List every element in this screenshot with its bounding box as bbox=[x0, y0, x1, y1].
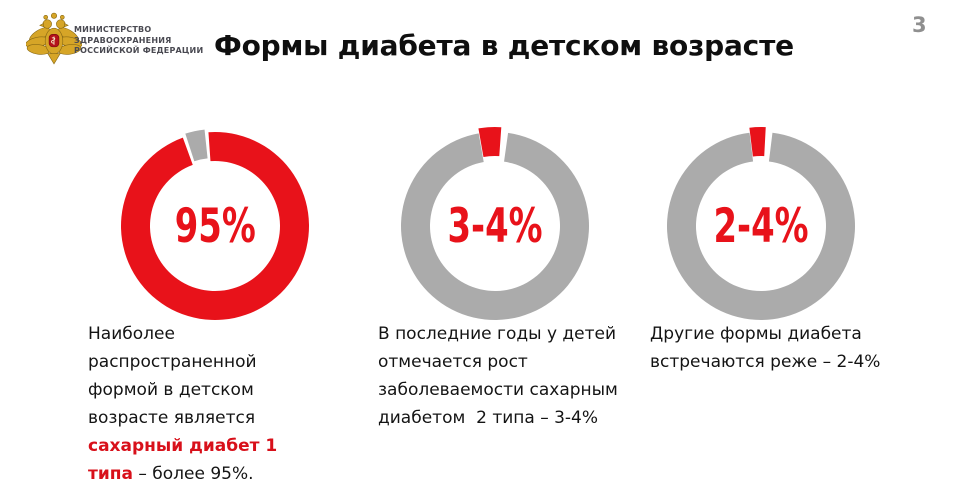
donut-segment bbox=[478, 127, 502, 157]
donut-segment bbox=[667, 132, 855, 320]
donut-chart-type2-diabetes bbox=[401, 127, 589, 320]
page-title: Формы диабета в детском возрасте bbox=[214, 29, 794, 62]
ministry-emblem-eagle-icon bbox=[26, 12, 82, 65]
donut-chart-type1-diabetes bbox=[120, 129, 310, 320]
caption-type2-diabetes: В последние годы у детей отмечается рост… bbox=[378, 320, 618, 432]
donut-segment bbox=[401, 132, 589, 320]
body-text: В последние годы у детей отмечается рост… bbox=[378, 324, 618, 428]
ministry-line: МИНИСТЕРСТВО bbox=[74, 25, 152, 34]
body-text: Наиболее распространенной формой в детск… bbox=[88, 324, 257, 428]
highlight-text: сахарный диабет 1 типа bbox=[88, 436, 278, 484]
donut-chart-other-diabetes bbox=[667, 127, 855, 320]
donut-segment bbox=[120, 132, 310, 320]
body-text: Другие формы диабета встречаются реже – … bbox=[650, 324, 881, 372]
caption-other-diabetes: Другие формы диабета встречаются реже – … bbox=[650, 320, 912, 376]
ministry-line: ЗДРАВООХРАНЕНИЯ bbox=[74, 35, 172, 45]
ministry-name: МИНИСТЕРСТВО ЗДРАВООХРАНЕНИЯ РОССИЙСКОЙ … bbox=[74, 25, 203, 57]
ministry-line: РОССИЙСКОЙ ФЕДЕРАЦИИ bbox=[74, 46, 204, 55]
donut-segment bbox=[185, 129, 208, 162]
donut-segment bbox=[749, 127, 766, 157]
body-text: – более 95%. bbox=[132, 464, 254, 484]
page-number: 3 bbox=[912, 13, 927, 37]
caption-type1-diabetes: Наиболее распространенной формой в детск… bbox=[88, 320, 328, 488]
